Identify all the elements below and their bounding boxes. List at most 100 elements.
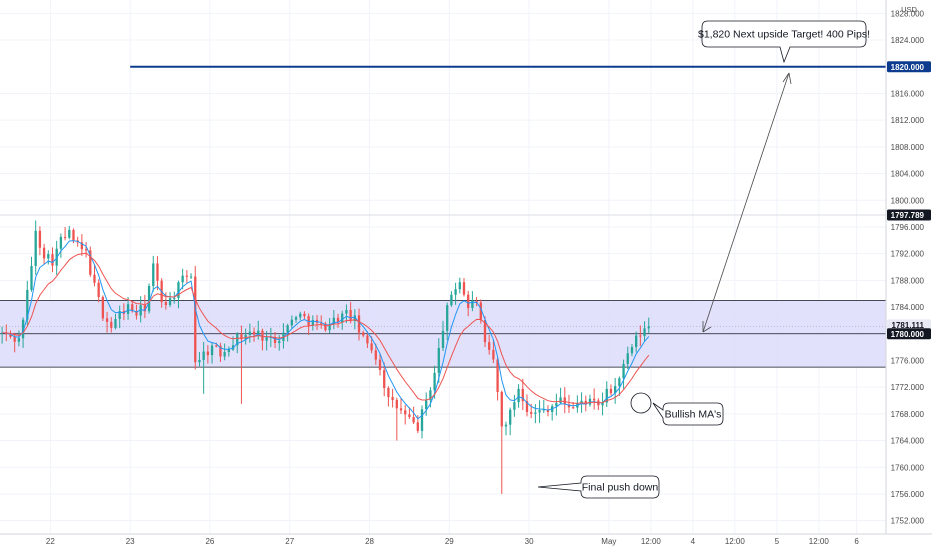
candle xyxy=(643,321,646,342)
bullish-ma-callout: Bullish MA's xyxy=(652,402,724,426)
candle-body xyxy=(454,289,457,295)
candle xyxy=(488,334,491,355)
candle-body xyxy=(643,328,646,337)
y-tick-label: 1812.000 xyxy=(891,116,925,125)
x-tick-label: 12:00 xyxy=(725,537,746,546)
candle-body xyxy=(349,309,352,322)
candle-body xyxy=(30,265,33,290)
y-tick-label: 1828.000 xyxy=(891,9,925,18)
candle xyxy=(257,320,260,340)
candle-body xyxy=(336,317,340,323)
final-push-callout: Final push down xyxy=(537,475,660,499)
y-tick-label: 1772.000 xyxy=(891,383,925,392)
candle-body xyxy=(105,318,109,322)
bullish-ma-callout-box xyxy=(652,402,724,426)
candle-body xyxy=(47,254,50,259)
candle-body xyxy=(320,322,323,324)
candle xyxy=(89,246,92,277)
candle xyxy=(185,270,189,283)
candle-body xyxy=(72,229,75,241)
x-tick-label: 30 xyxy=(525,537,534,546)
x-tick-label: 23 xyxy=(126,537,135,546)
candle-body xyxy=(101,297,105,319)
candle xyxy=(34,220,37,275)
candle xyxy=(210,341,214,364)
target-arrow-shaft xyxy=(702,72,790,333)
candle-body xyxy=(378,359,382,370)
y-tick-label: 1788.000 xyxy=(891,276,925,285)
candle-body xyxy=(143,305,147,312)
target-arrow xyxy=(702,72,792,333)
candle xyxy=(546,405,550,417)
candle xyxy=(248,323,251,343)
candle xyxy=(357,308,361,341)
candle-body xyxy=(500,391,503,427)
y-tick-label: 1776.000 xyxy=(891,356,925,365)
candle xyxy=(336,313,340,328)
bullish-ma-callout-text: Bullish MA's xyxy=(665,409,722,421)
price-tag-label: 1820.000 xyxy=(891,63,925,72)
target-arrow-head-down xyxy=(702,321,712,333)
candle xyxy=(59,233,63,258)
candle-body xyxy=(525,401,529,413)
candle-body xyxy=(89,250,92,275)
candle xyxy=(614,377,617,404)
candle-body xyxy=(164,302,168,305)
candle-body xyxy=(303,313,306,317)
candle-body xyxy=(374,350,377,360)
price-tag-box xyxy=(887,209,931,221)
candle-body xyxy=(189,276,193,278)
candle xyxy=(244,328,247,345)
candle-body xyxy=(198,359,201,363)
candle-body xyxy=(261,330,264,341)
y-tick-label: 1808.000 xyxy=(891,143,925,152)
candle xyxy=(362,330,365,338)
candle xyxy=(504,421,508,436)
candle-body xyxy=(370,343,373,351)
candle xyxy=(437,338,440,384)
candle xyxy=(383,362,386,397)
candle-body xyxy=(173,298,176,300)
y-tick-label: 1804.000 xyxy=(891,170,925,179)
candle-body xyxy=(324,323,327,331)
candle xyxy=(454,282,457,305)
candle xyxy=(408,407,411,419)
candle xyxy=(194,265,197,370)
candle xyxy=(93,264,96,287)
candle-body xyxy=(13,336,16,342)
candle xyxy=(525,394,529,417)
y-tick-label: 1824.000 xyxy=(891,36,925,45)
candle xyxy=(593,388,596,410)
candle xyxy=(420,405,424,439)
candle-body xyxy=(504,424,508,427)
price-tag: 1797.789 xyxy=(887,209,931,221)
x-tick-label: 22 xyxy=(46,537,55,546)
candle-body xyxy=(622,363,625,379)
candle xyxy=(303,311,306,320)
candle-body xyxy=(135,311,138,316)
candle xyxy=(290,315,293,329)
candle-body xyxy=(152,263,155,287)
candle-body xyxy=(215,345,218,347)
x-tick-label: 6 xyxy=(854,537,859,546)
candle xyxy=(219,342,222,363)
candle xyxy=(450,291,453,307)
candle-body xyxy=(257,330,260,335)
candle xyxy=(118,305,121,329)
candle-body xyxy=(328,324,331,331)
ma-crossover-circle xyxy=(630,392,652,414)
candle-body xyxy=(210,345,214,356)
candle xyxy=(97,279,100,303)
candle xyxy=(622,359,625,389)
price-tag-box xyxy=(887,328,931,340)
candle xyxy=(555,393,558,416)
candle xyxy=(294,315,298,323)
candle xyxy=(80,234,84,256)
candle xyxy=(391,388,394,408)
candle-body xyxy=(425,400,428,410)
candle-body xyxy=(580,400,583,404)
candle xyxy=(236,332,239,354)
y-tick-label: 1784.000 xyxy=(891,303,925,312)
